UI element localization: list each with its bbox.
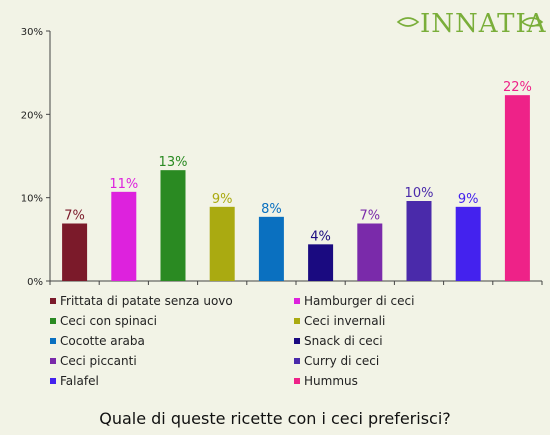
chart-title: Quale di queste ricette con i ceci prefe…: [99, 409, 451, 428]
legend-swatch: [294, 338, 300, 344]
logo-text: INNATIA: [420, 9, 547, 39]
leaf-left-icon: [396, 17, 420, 27]
bar: [504, 95, 530, 282]
bar: [455, 206, 481, 281]
bar-data-label: 7%: [64, 209, 85, 224]
bar-data-label: 22%: [503, 80, 532, 95]
legend-label: Curry di ceci: [304, 354, 379, 368]
bar-data-label: 11%: [109, 177, 138, 192]
legend-swatch: [50, 318, 56, 324]
bar-data-label: 7%: [359, 209, 380, 224]
bar: [258, 216, 284, 281]
plot-area: 0% 10% 20% 30% 7% 11% 13% 9% 8% 4% 7% 10% 9% 22%: [21, 27, 543, 288]
bar-data-label: 8%: [261, 202, 282, 217]
legend-swatch: [294, 378, 300, 384]
y-tick-label: 0%: [27, 277, 43, 288]
legend-label: Ceci invernali: [304, 314, 385, 328]
bar-data-label: 9%: [212, 192, 233, 207]
legend-swatch: [50, 378, 56, 384]
legend-label: Snack di ceci: [304, 334, 383, 348]
legend-swatch: [50, 298, 56, 304]
legend-label: Ceci con spinaci: [60, 314, 157, 328]
legend-swatch: [50, 358, 56, 364]
legend-swatch: [294, 318, 300, 324]
innatia-logo: INNATIA: [396, 9, 547, 39]
bar: [308, 244, 334, 281]
bar-data-label: 13%: [159, 155, 188, 170]
y-tick-label: 10%: [21, 194, 43, 205]
legend-label: Hamburger di ceci: [304, 294, 414, 308]
legend-label: Hummus: [304, 374, 358, 388]
bar: [209, 206, 235, 281]
bar-data-label: 10%: [405, 186, 434, 201]
bar-data-label: 4%: [310, 229, 331, 244]
legend-label: Cocotte araba: [60, 334, 145, 348]
legend-swatch: [294, 298, 300, 304]
bar: [160, 170, 186, 281]
bar: [357, 223, 383, 281]
y-tick-label: 20%: [21, 110, 43, 121]
legend-swatch: [294, 358, 300, 364]
bar-data-label: 9%: [458, 192, 479, 207]
bar: [111, 191, 137, 281]
legend-label: Falafel: [60, 374, 99, 388]
leaf-right-icon: [520, 17, 544, 27]
legend-label: Frittata di patate senza uovo: [60, 294, 233, 308]
legend-swatch: [50, 338, 56, 344]
legend-label: Ceci piccanti: [60, 354, 137, 368]
legend: Frittata di patate senza uovo Hamburger d…: [50, 294, 414, 388]
y-tick-label: 30%: [21, 27, 43, 38]
bar: [62, 223, 88, 281]
bar: [406, 201, 432, 281]
